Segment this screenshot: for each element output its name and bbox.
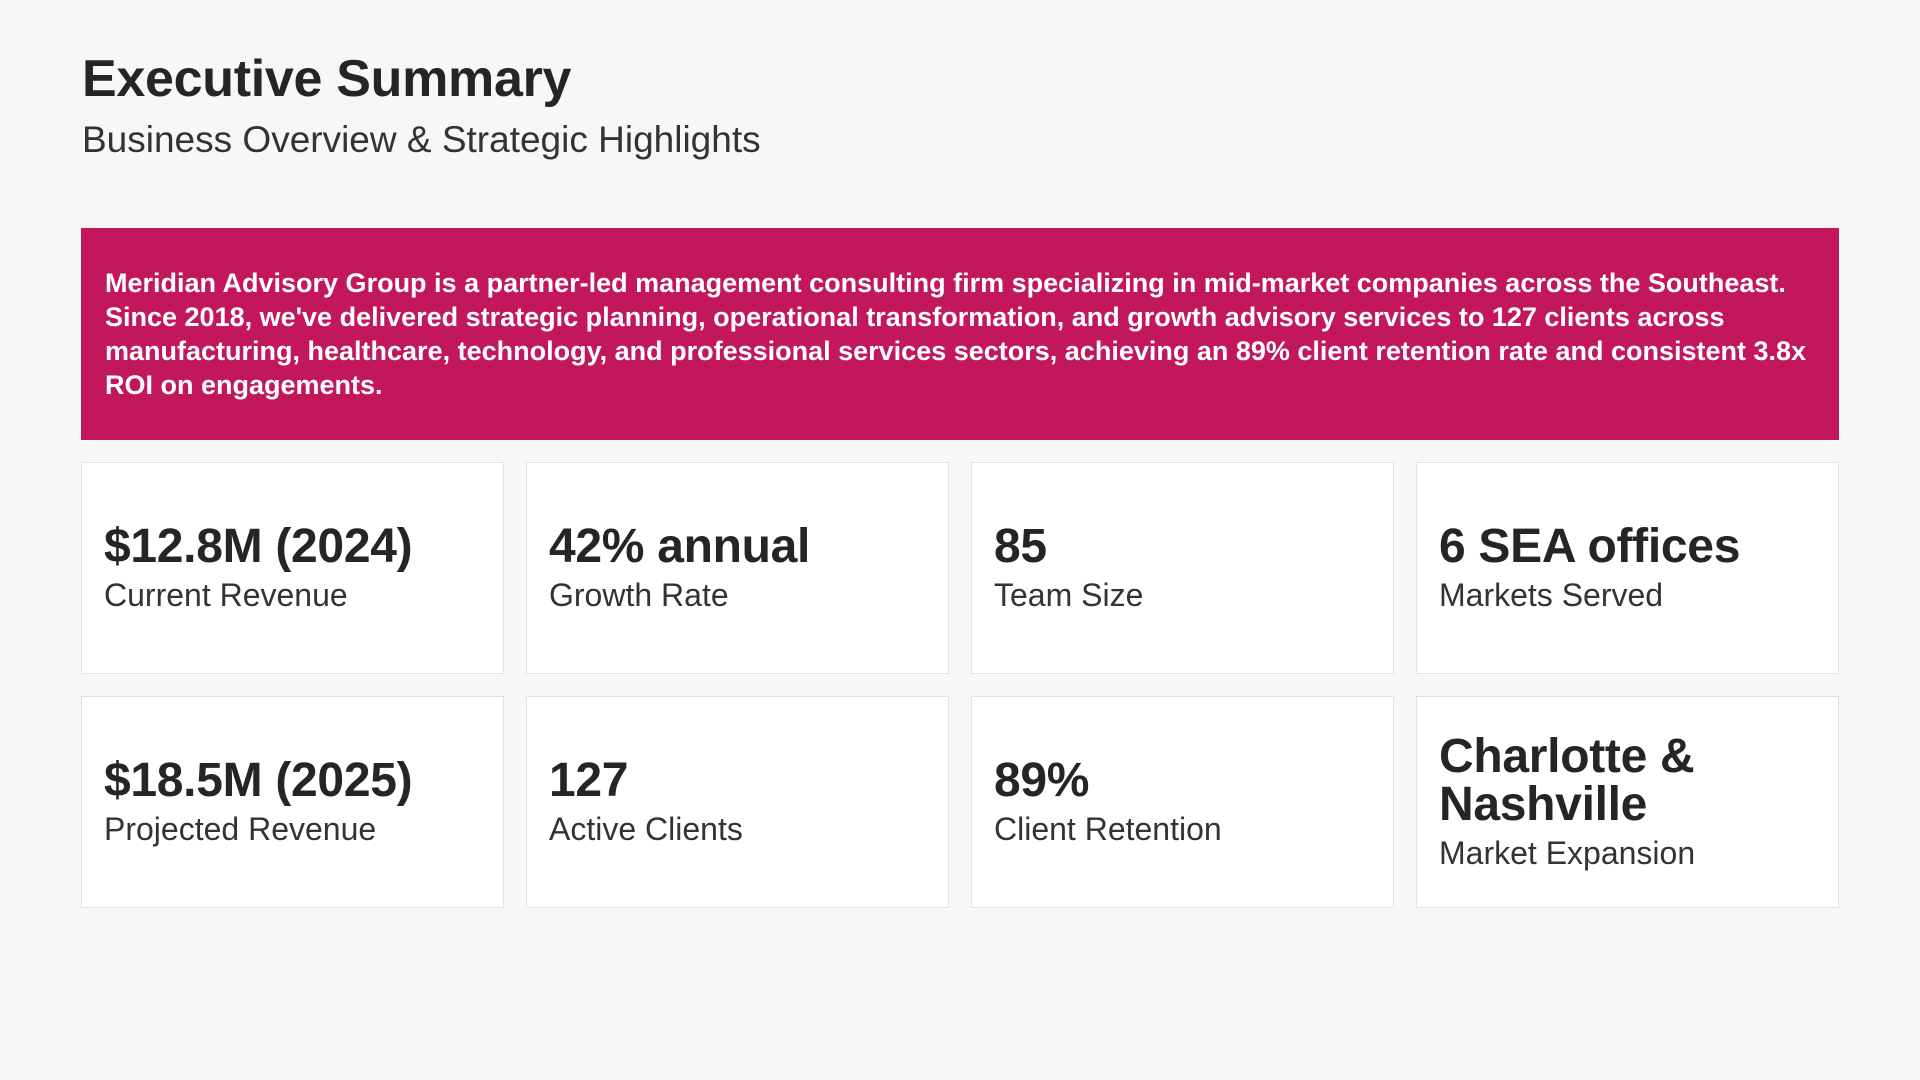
metric-value: 85 [994, 520, 1047, 573]
metric-card-markets-served: 6 SEA offices Markets Served [1416, 462, 1839, 674]
metric-card-team-size: 85 Team Size [971, 462, 1394, 674]
metric-label: Current Revenue [104, 577, 348, 613]
summary-text: Meridian Advisory Group is a partner-led… [105, 268, 1807, 400]
metrics-grid: $12.8M (2024) Current Revenue 42% annual… [81, 462, 1839, 908]
metric-label: Markets Served [1439, 577, 1664, 613]
page-title: Executive Summary [82, 50, 572, 108]
metric-value: 127 [549, 754, 629, 807]
executive-summary-slide: Executive Summary Business Overview & St… [81, 0, 1839, 1080]
metric-card-current-revenue: $12.8M (2024) Current Revenue [81, 462, 504, 674]
page-subtitle: Business Overview & Strategic Highlights [82, 119, 761, 160]
metric-value: 42% annual [549, 520, 811, 573]
summary-banner: Meridian Advisory Group is a partner-led… [81, 228, 1839, 440]
metric-label: Market Expansion [1439, 835, 1696, 871]
metric-label: Growth Rate [549, 577, 729, 613]
metric-value: $18.5M (2025) [104, 754, 413, 807]
metric-card-active-clients: 127 Active Clients [526, 696, 949, 908]
metric-card-client-retention: 89% Client Retention [971, 696, 1394, 908]
metric-value: 89% [994, 754, 1090, 807]
metric-label: Active Clients [549, 811, 743, 847]
metric-card-market-expansion: Charlotte & Nashville Market Expansion [1416, 696, 1839, 908]
metric-label: Client Retention [994, 811, 1222, 847]
metric-card-growth-rate: 42% annual Growth Rate [526, 462, 949, 674]
metric-card-projected-revenue: $18.5M (2025) Projected Revenue [81, 696, 504, 908]
metric-label: Team Size [994, 577, 1144, 613]
metric-value: $12.8M (2024) [104, 520, 413, 573]
metric-label: Projected Revenue [104, 811, 377, 847]
metric-value: Charlotte & Nashville [1439, 730, 1695, 831]
metric-value: 6 SEA offices [1439, 520, 1741, 573]
